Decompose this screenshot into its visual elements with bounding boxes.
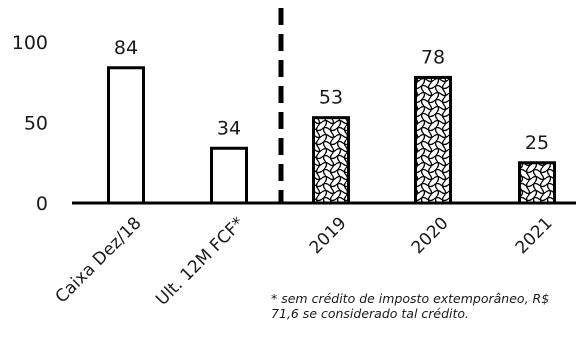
data-label: 25 [525, 132, 549, 154]
bar [210, 146, 248, 205]
y-tick-label: 50 [24, 113, 48, 135]
category-label: 2021 [512, 213, 557, 258]
category-label: 2020 [408, 213, 453, 258]
y-tick-label: 100 [12, 32, 48, 54]
category-label: Ult. 12M FCF* [152, 213, 248, 309]
bar [518, 161, 556, 205]
category-label: Caixa Dez/18 [52, 213, 146, 307]
footnote: * sem crédito de imposto extemporâneo, R… [271, 291, 550, 321]
category-label: 2019 [306, 213, 351, 258]
y-tick-label: 0 [36, 193, 48, 215]
bar [414, 75, 452, 205]
data-label: 78 [421, 46, 445, 68]
data-label: 34 [217, 117, 241, 139]
data-label: 84 [114, 37, 138, 59]
bar [312, 116, 350, 205]
bar [107, 66, 145, 205]
data-label: 53 [319, 87, 343, 109]
